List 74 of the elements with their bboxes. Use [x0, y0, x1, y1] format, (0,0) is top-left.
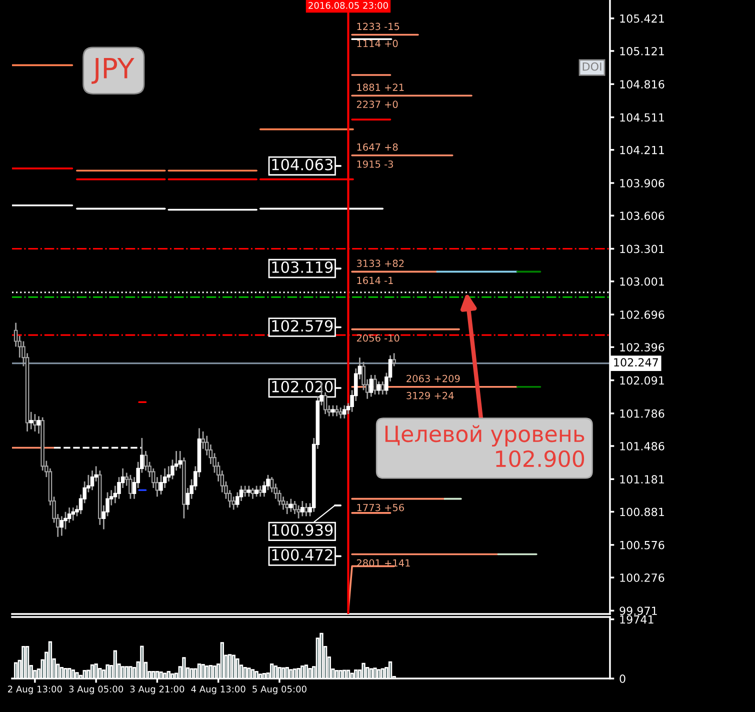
candlestick: [331, 404, 335, 417]
candlestick: [128, 474, 132, 500]
candlestick: [373, 374, 377, 396]
x-tick-label: 4 Aug 13:00: [191, 686, 246, 694]
y-tick-label: 101.486: [620, 442, 664, 450]
candlestick: [334, 404, 339, 417]
candlestick: [71, 506, 76, 522]
y-tick-label: 105.121: [620, 46, 664, 56]
x-tick-label: 2 Aug 13:00: [8, 686, 62, 694]
candlestick: [300, 500, 304, 517]
candlestick: [250, 487, 255, 500]
y-tick-label: 101.786: [620, 409, 664, 418]
y-tick-label: 103.001: [620, 277, 664, 286]
candlestick: [247, 485, 251, 498]
y-tick-label: 0: [620, 674, 626, 683]
candlestick: [338, 406, 342, 420]
annotation: 103.119: [272, 261, 333, 273]
x-tick-label: 3 Aug 05:00: [69, 686, 124, 694]
annotation: 2063 +209: [406, 374, 460, 382]
annotation: 100.472: [272, 549, 332, 561]
candlestick: [243, 485, 247, 498]
y-tick-label: 103.301: [620, 244, 664, 254]
candlestick: [369, 374, 374, 398]
annotation: 1881 +21: [357, 84, 404, 91]
y-tick-label: 103.606: [620, 212, 664, 220]
y-tick-label: 100.576: [620, 540, 664, 550]
candlestick: [342, 404, 346, 420]
annotation: 3129 +24: [406, 392, 454, 400]
candlestick: [376, 380, 381, 396]
ref-line-label: 102.247: [614, 358, 658, 367]
y-tick-label: 103.906: [620, 178, 664, 188]
annotation: 1114 +0: [357, 40, 398, 48]
candlestick: [292, 500, 297, 515]
annotation: 2056 -10: [356, 334, 400, 342]
annotation: 102.579: [272, 320, 333, 332]
annotation: 2801 +141: [356, 559, 410, 567]
y-tick-label: 102.091: [620, 376, 664, 385]
annotation: 2237 +0: [356, 100, 398, 108]
candlestick: [304, 502, 308, 517]
y-tick-label: 105.421: [620, 14, 664, 23]
candlestick: [296, 504, 300, 520]
y-tick-label: 19741: [620, 615, 654, 624]
y-tick-label: 104.511: [620, 113, 664, 122]
y-tick-label: 104.211: [620, 146, 664, 154]
candlestick: [254, 485, 258, 498]
annotation: 1614 -1: [357, 276, 393, 284]
candlestick: [33, 413, 37, 432]
annotation: 1233 -15: [357, 22, 400, 30]
y-tick-label: 102.696: [620, 310, 664, 319]
annotation: 1773 +56: [357, 504, 404, 512]
x-tick-label: 5 Aug 05:00: [252, 686, 306, 694]
annotation: 1647 +8: [357, 143, 398, 151]
annotation: 1915 -3: [357, 160, 393, 168]
annotation: DOI: [582, 62, 602, 71]
candlestick: [60, 516, 64, 536]
annotation: JPY: [92, 58, 134, 84]
y-tick-label: 102.396: [620, 343, 664, 352]
y-tick-label: 99.971: [620, 606, 657, 616]
y-tick-label: 100.276: [620, 573, 664, 582]
annotation: Целевой уровень 102.900: [385, 425, 584, 468]
y-tick-label: 100.881: [620, 508, 664, 516]
candlestick: [285, 500, 289, 515]
y-tick-label: 101.181: [620, 475, 664, 484]
annotation: 104.063: [272, 158, 332, 170]
annotation: 3133 +82: [356, 260, 404, 268]
candlestick: [90, 470, 94, 491]
candlestick: [289, 498, 293, 513]
candlestick: [380, 380, 385, 396]
annotation: 100.939: [272, 524, 333, 536]
y-tick-label: 104.816: [620, 80, 664, 88]
candlestick: [258, 485, 262, 498]
candlestick: [392, 352, 396, 367]
x-tick-label: 3 Aug 21:00: [130, 686, 184, 694]
ref-line-label: 2016.08.05 23:00: [308, 2, 388, 9]
